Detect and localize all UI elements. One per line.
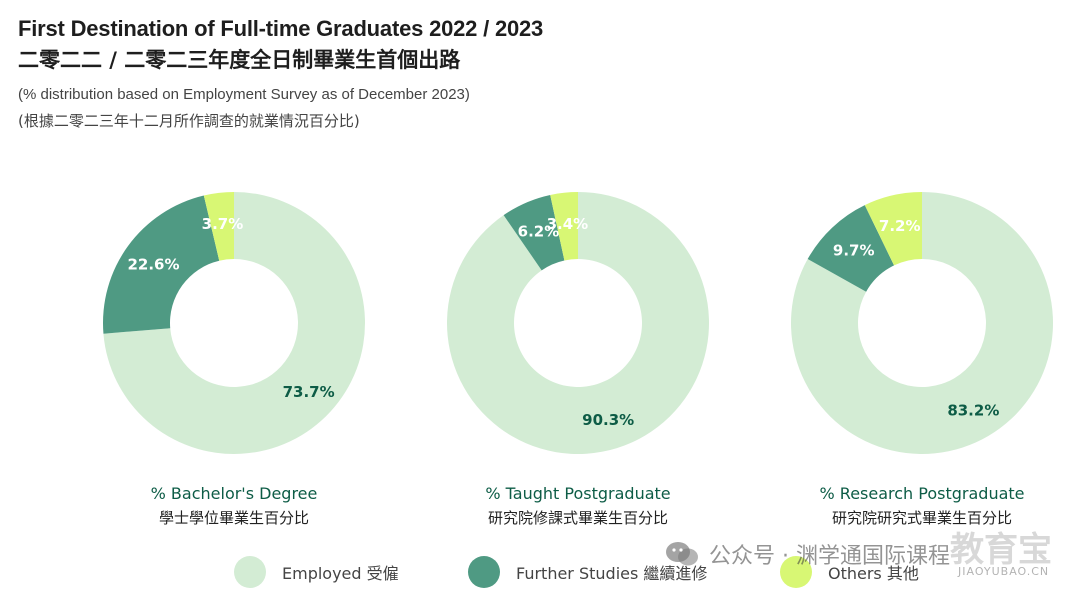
legend-item-employed: Employed 受僱 — [234, 556, 399, 588]
legend-label-others: Others 其他 — [828, 564, 919, 583]
taught-pg-slice-further-studies — [503, 194, 565, 271]
research-pg-slice-further-studies — [807, 205, 895, 292]
taught-pg-slice-employed — [447, 192, 709, 454]
research-pg-label-employed: 83.2% — [947, 402, 999, 420]
bachelor-slice-others — [203, 192, 234, 261]
bachelor-label-further-studies: 22.6% — [127, 256, 179, 274]
research-pg-slice-others — [864, 192, 922, 266]
research-pg-chart-caption-chinese: 研究院研究式畢業生百分比 — [831, 509, 1012, 527]
legend-item-others: Others 其他 — [780, 556, 919, 588]
bachelor-label-employed: 73.7% — [283, 383, 335, 401]
bachelor-slice-employed — [103, 192, 366, 454]
research-pg-chart-caption: % Research Postgraduate — [819, 484, 1025, 503]
legend-swatch-others — [780, 556, 812, 588]
chart-title: First Destination of Full-time Graduates… — [18, 16, 544, 41]
taught-pg-chart-caption: % Taught Postgraduate — [485, 484, 671, 503]
bachelor-slice-further-studies — [102, 195, 220, 334]
taught-pg-chart-caption-chinese: 研究院修課式畢業生百分比 — [487, 509, 668, 527]
legend-swatch-further-studies — [468, 556, 500, 588]
chart-subtitle: (% distribution based on Employment Surv… — [18, 86, 470, 103]
bachelor-chart-caption: % Bachelor's Degree — [150, 484, 318, 503]
research-pg-label-others: 7.2% — [879, 217, 921, 235]
legend-label-further-studies: Further Studies 繼續進修 — [516, 564, 708, 583]
taught-pg-label-further-studies: 6.2% — [518, 223, 560, 241]
watermark: 公众号 · 渊学通国际课程 — [665, 538, 950, 570]
research-pg-label-further-studies: 9.7% — [833, 242, 875, 260]
bachelor-chart-caption-chinese: 學士學位畢業生百分比 — [158, 509, 309, 527]
chart-title-chinese: 二零二二 / 二零二三年度全日制畢業生首個出路 — [18, 48, 461, 72]
legend-label-employed: Employed 受僱 — [282, 564, 399, 583]
taught-pg-slice-others — [550, 192, 578, 261]
bachelor-label-others: 3.7% — [202, 215, 244, 233]
chart-subtitle-chinese: (根據二零二三年十二月所作調查的就業情況百分比) — [18, 112, 360, 130]
watermark-url: JIAOYUBAO.CN — [958, 565, 1050, 578]
taught-pg-label-employed: 90.3% — [582, 411, 634, 429]
legend-swatch-employed — [234, 556, 266, 588]
legend-item-further-studies: Further Studies 繼續進修 — [468, 556, 707, 588]
research-pg-slice-employed — [791, 192, 1054, 455]
taught-pg-label-others: 3.4% — [547, 215, 589, 233]
watermark-logo: 教育宝 — [950, 530, 1052, 570]
watermark-text: 公众号 · 渊学通国际课程 — [709, 544, 950, 569]
wechat-icon — [665, 541, 699, 567]
